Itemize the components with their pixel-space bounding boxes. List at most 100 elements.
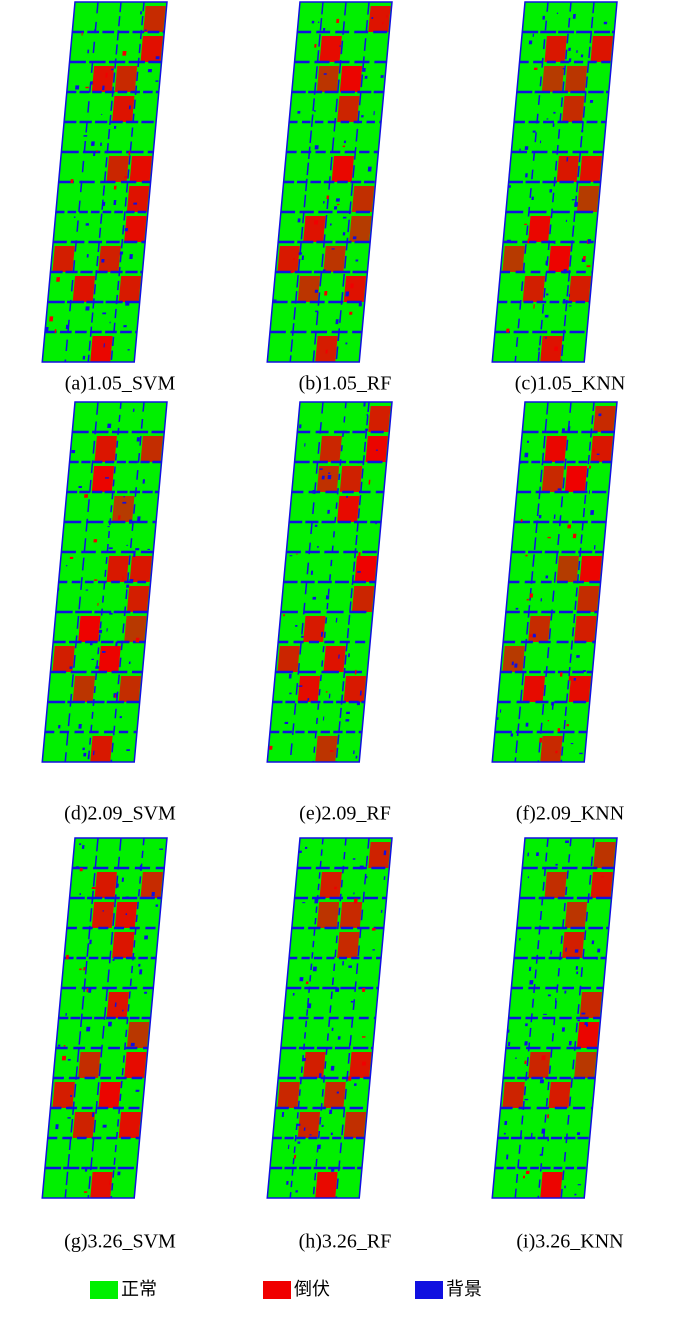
- background-speck: [597, 948, 601, 953]
- lodging-block: [315, 1172, 338, 1198]
- lodging-block: [564, 466, 588, 492]
- background-speck: [111, 68, 114, 71]
- background-speck: [367, 166, 372, 172]
- background-speck: [272, 299, 277, 301]
- background-speck: [109, 321, 111, 324]
- background-speck: [564, 840, 570, 844]
- legend-label: 正常: [121, 1279, 157, 1300]
- background-speck: [58, 724, 61, 729]
- background-speck: [298, 850, 302, 854]
- column-gap: [110, 402, 145, 762]
- background-speck: [349, 311, 353, 315]
- lodging-block: [354, 556, 377, 582]
- background-speck: [545, 293, 549, 296]
- background-speck: [525, 1023, 528, 1027]
- background-speck: [122, 51, 127, 56]
- lodging-block: [90, 336, 113, 362]
- background-speck: [345, 291, 350, 297]
- lodging-block: [541, 466, 565, 492]
- background-speck: [567, 426, 571, 432]
- lodging-block: [143, 6, 166, 32]
- background-speck: [289, 692, 292, 695]
- background-speck: [524, 1041, 528, 1046]
- lodging-block: [319, 436, 342, 462]
- background-speck: [109, 612, 113, 615]
- background-speck: [356, 701, 361, 706]
- lodging-block: [593, 842, 616, 868]
- background-speck: [98, 629, 103, 634]
- background-speck: [103, 343, 105, 348]
- background-speck: [335, 987, 340, 992]
- background-speck: [529, 634, 533, 638]
- background-speck: [511, 661, 514, 666]
- lodging-block: [72, 276, 96, 302]
- background-speck: [107, 423, 112, 428]
- background-speck: [580, 54, 584, 58]
- background-speck: [359, 865, 364, 870]
- lodging-block: [140, 436, 163, 462]
- background-speck: [574, 1193, 577, 1196]
- background-speck: [542, 15, 546, 20]
- lodging-block: [114, 66, 138, 92]
- background-speck: [589, 99, 594, 103]
- background-speck: [593, 545, 596, 550]
- lodging-block: [106, 992, 129, 1018]
- lodging-block: [368, 406, 391, 432]
- background-speck: [115, 641, 118, 647]
- background-speck: [330, 1132, 333, 1136]
- background-speck: [135, 637, 140, 643]
- background-speck: [565, 947, 567, 952]
- background-speck: [346, 430, 350, 434]
- background-speck: [532, 633, 536, 638]
- background-speck: [596, 956, 598, 960]
- lodging-block: [129, 556, 152, 582]
- legend-label: 倒伏: [294, 1279, 330, 1300]
- background-speck: [137, 516, 141, 522]
- background-speck: [339, 45, 341, 47]
- background-speck: [539, 1154, 543, 1156]
- background-speck: [82, 747, 85, 751]
- panel-caption: (g)3.26_SVM: [64, 1231, 176, 1253]
- background-speck: [147, 68, 153, 73]
- background-speck: [314, 110, 316, 112]
- lodging-block: [114, 902, 138, 928]
- background-speck: [561, 1027, 566, 1032]
- lodging-block: [556, 156, 579, 182]
- background-speck: [79, 968, 82, 971]
- background-speck: [539, 737, 543, 743]
- column-gap: [335, 838, 370, 1198]
- background-speck: [510, 733, 514, 737]
- background-speck: [352, 858, 356, 860]
- panel-caption: (f)2.09_KNN: [516, 803, 624, 825]
- background-speck: [515, 607, 519, 610]
- background-speck: [325, 595, 330, 600]
- background-speck: [104, 1107, 108, 1109]
- background-speck: [543, 1013, 547, 1015]
- background-speck: [61, 1055, 67, 1061]
- background-speck: [298, 685, 303, 687]
- background-speck: [524, 452, 529, 458]
- column-gap: [537, 2, 572, 362]
- background-speck: [375, 521, 378, 525]
- lodging-block: [540, 336, 563, 362]
- background-speck: [78, 724, 82, 729]
- background-speck: [529, 980, 534, 985]
- background-speck: [83, 752, 87, 757]
- lodging-block: [574, 1052, 597, 1078]
- background-speck: [90, 81, 93, 85]
- background-speck: [358, 303, 362, 307]
- background-speck: [85, 86, 89, 89]
- background-speck: [525, 722, 529, 727]
- background-speck: [102, 85, 105, 91]
- background-speck: [348, 1076, 352, 1081]
- background-speck: [128, 151, 131, 156]
- background-speck: [122, 501, 127, 504]
- lodging-block: [91, 466, 115, 492]
- background-speck: [67, 1117, 71, 1119]
- background-speck: [561, 428, 565, 433]
- lodging-block: [574, 616, 597, 642]
- background-speck: [345, 711, 350, 715]
- background-speck: [553, 242, 556, 244]
- background-speck: [327, 509, 330, 514]
